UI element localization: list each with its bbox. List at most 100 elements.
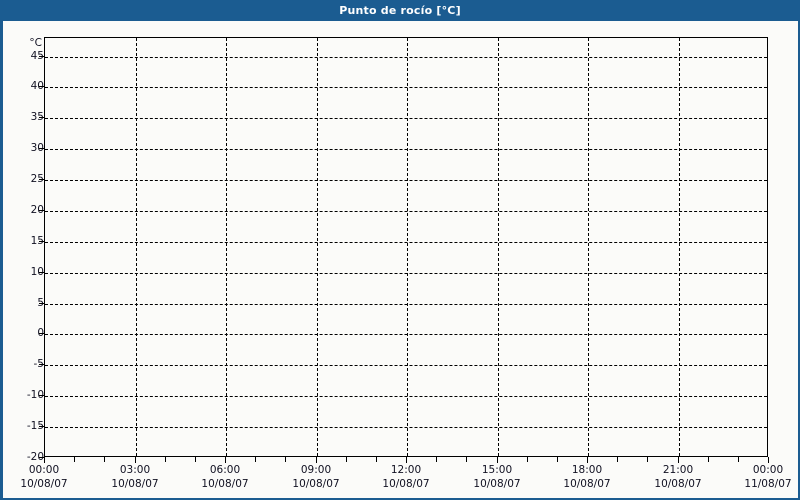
window-title-bar: Punto de rocío [°C] bbox=[0, 0, 800, 21]
grid-line-horizontal bbox=[45, 427, 767, 429]
x-axis-tick-time: 00:00 bbox=[752, 464, 784, 476]
y-axis-tick bbox=[39, 117, 44, 119]
y-axis-tick bbox=[39, 302, 44, 304]
x-axis-tick-minor bbox=[346, 457, 347, 462]
grid-line-horizontal bbox=[45, 241, 767, 243]
grid-line-horizontal bbox=[45, 118, 767, 120]
y-axis-tick bbox=[39, 395, 44, 397]
x-axis-tick-date: 10/08/07 bbox=[111, 477, 159, 490]
x-axis-tick-time: 15:00 bbox=[481, 464, 513, 476]
x-axis-tick-date: 10/08/07 bbox=[382, 477, 430, 490]
x-axis-tick-date: 10/08/07 bbox=[654, 477, 702, 490]
x-axis-tick-minor bbox=[104, 457, 105, 462]
x-axis-tick-minor bbox=[738, 457, 739, 462]
x-axis-tick-time: 12:00 bbox=[390, 464, 422, 476]
x-axis-tick-major bbox=[406, 457, 407, 463]
y-axis-tick-label: -10 bbox=[26, 389, 44, 402]
x-axis-tick-minor bbox=[165, 457, 166, 462]
x-axis-tick-time: 09:00 bbox=[300, 464, 332, 476]
x-axis-tick-major bbox=[316, 457, 317, 463]
x-axis-tick-major bbox=[678, 457, 679, 463]
x-axis-tick-major bbox=[587, 457, 588, 463]
x-axis-tick-label: 15:00 10/08/07 bbox=[452, 464, 542, 491]
x-axis-tick-time: 03:00 bbox=[119, 464, 151, 476]
grid-line-vertical bbox=[317, 38, 318, 456]
x-axis-tick-minor bbox=[74, 457, 75, 462]
x-axis-tick-major bbox=[135, 457, 136, 463]
x-axis-tick-minor bbox=[527, 457, 528, 462]
x-axis-tick-minor bbox=[647, 457, 648, 462]
y-axis-tick-label: -20 bbox=[26, 451, 44, 463]
grid-line-vertical bbox=[136, 38, 137, 456]
x-axis-tick-label: 09:00 10/08/07 bbox=[271, 464, 361, 491]
x-axis-tick-minor bbox=[376, 457, 377, 462]
x-axis-tick-minor bbox=[255, 457, 256, 462]
y-axis-tick bbox=[39, 271, 44, 273]
x-axis-tick-label: 00:00 10/08/07 bbox=[0, 464, 89, 491]
x-axis-tick-label: 12:00 10/08/07 bbox=[361, 464, 451, 491]
y-axis-tick bbox=[39, 457, 44, 458]
y-axis-tick bbox=[39, 55, 44, 57]
grid-line-horizontal bbox=[45, 149, 767, 151]
grid-line-vertical bbox=[588, 38, 589, 456]
y-axis-unit-label: °C bbox=[29, 37, 42, 49]
grid-line-vertical bbox=[498, 38, 499, 456]
x-axis-tick-major bbox=[768, 457, 769, 463]
grid-line-horizontal bbox=[45, 334, 767, 336]
grid-line-vertical bbox=[679, 38, 680, 456]
x-axis-tick-date: 10/08/07 bbox=[292, 477, 340, 490]
x-axis-tick-label: 06:00 10/08/07 bbox=[180, 464, 270, 491]
y-axis-tick-label: 45 bbox=[30, 49, 44, 62]
y-axis-tick-label: 10 bbox=[30, 265, 44, 278]
plot-area bbox=[44, 37, 768, 457]
grid-line-horizontal bbox=[45, 272, 767, 274]
x-axis-tick-date: 11/08/07 bbox=[744, 477, 792, 490]
y-axis-tick bbox=[39, 148, 44, 150]
y-axis-tick-label: 20 bbox=[30, 203, 44, 216]
y-axis-tick bbox=[39, 179, 44, 181]
grid-line-horizontal bbox=[45, 365, 767, 367]
grid-line-horizontal bbox=[45, 180, 767, 182]
x-axis-tick-time: 06:00 bbox=[209, 464, 241, 476]
x-axis-tick-major bbox=[225, 457, 226, 463]
x-axis-tick-time: 00:00 bbox=[28, 464, 60, 476]
x-axis-tick-label: 21:00 10/08/07 bbox=[633, 464, 723, 491]
x-axis-tick-minor bbox=[466, 457, 467, 462]
y-axis-tick bbox=[39, 209, 44, 211]
x-axis-tick-date: 10/08/07 bbox=[20, 477, 68, 490]
x-axis-tick-label: 18:00 10/08/07 bbox=[542, 464, 632, 491]
x-axis-tick-major bbox=[497, 457, 498, 463]
grid-line-horizontal bbox=[45, 396, 767, 398]
grid-line-vertical bbox=[226, 38, 227, 456]
grid-line-horizontal bbox=[45, 56, 767, 58]
x-axis-tick-time: 18:00 bbox=[571, 464, 603, 476]
y-axis-tick-label: -5 bbox=[33, 358, 44, 371]
page-title: Punto de rocío [°C] bbox=[339, 4, 461, 17]
x-axis: 00:00 10/08/07 03:00 10/08/07 06:00 10/08/07 0… bbox=[3, 457, 798, 498]
y-axis-tick-label: 25 bbox=[30, 173, 44, 186]
y-axis-tick-label: -15 bbox=[26, 420, 44, 433]
y-axis-tick-label: 15 bbox=[30, 234, 44, 247]
x-axis-tick-time: 21:00 bbox=[662, 464, 694, 476]
chart-canvas: °C 45 40 35 30 25 20 15 10 5 0 -5 -10 -15 -20 00:00 10… bbox=[3, 21, 798, 498]
y-axis-tick-label: 35 bbox=[30, 111, 44, 124]
y-axis-tick bbox=[39, 426, 44, 428]
x-axis-tick-minor bbox=[285, 457, 286, 462]
x-axis-tick-minor bbox=[557, 457, 558, 462]
grid-line-vertical bbox=[407, 38, 408, 456]
x-axis-tick-date: 10/08/07 bbox=[473, 477, 521, 490]
y-axis: °C 45 40 35 30 25 20 15 10 5 0 -5 -10 -15 -20 bbox=[3, 21, 44, 498]
x-axis-tick-label: 03:00 10/08/07 bbox=[90, 464, 180, 491]
y-axis-tick-label: 40 bbox=[30, 80, 44, 93]
x-axis-tick-minor bbox=[195, 457, 196, 462]
y-axis-tick bbox=[39, 364, 44, 366]
x-axis-tick-date: 10/08/07 bbox=[201, 477, 249, 490]
x-axis-tick-date: 10/08/07 bbox=[563, 477, 611, 490]
grid-line-horizontal bbox=[45, 87, 767, 89]
y-axis-tick bbox=[39, 333, 44, 335]
y-axis-tick bbox=[39, 240, 44, 242]
x-axis-tick-label: 00:00 11/08/07 bbox=[723, 464, 800, 491]
y-axis-tick bbox=[39, 86, 44, 88]
x-axis-tick-minor bbox=[436, 457, 437, 462]
